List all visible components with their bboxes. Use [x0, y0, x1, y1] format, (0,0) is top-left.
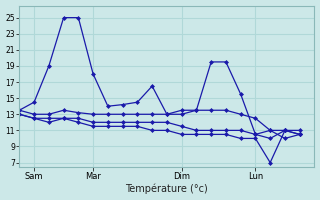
X-axis label: Température (°c): Température (°c): [125, 184, 208, 194]
